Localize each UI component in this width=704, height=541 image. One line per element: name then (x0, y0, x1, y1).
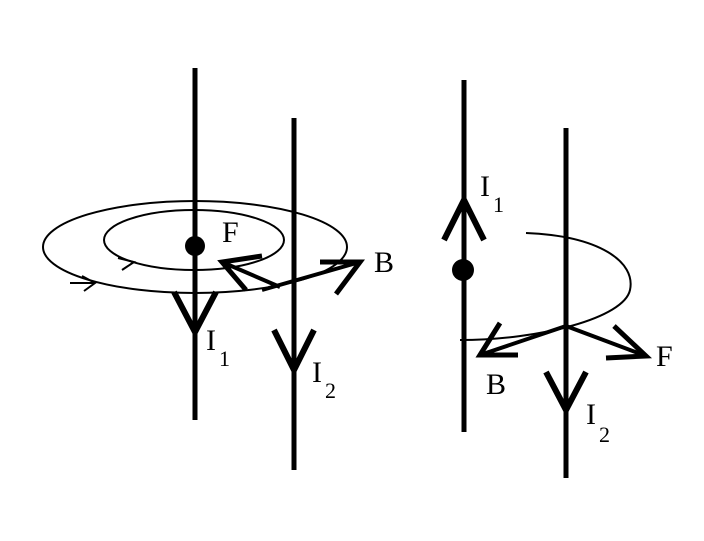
left-field-arrow (261, 259, 365, 296)
right-panel: I 1 B F I 2 (441, 80, 673, 478)
left-force-label: F (222, 216, 239, 249)
left-wire-2-current-subscript: 2 (325, 378, 336, 403)
left-panel: F B I 1 I 2 (42, 68, 394, 470)
left-wire-1-current-letter: I (206, 324, 216, 357)
right-field-arc (459, 232, 632, 341)
left-wire-2-current-arrow (271, 328, 317, 377)
left-loop-inner-arrowhead (117, 257, 137, 271)
left-loop-outer-arrowhead (70, 275, 97, 292)
right-wire-2-current-letter: I (586, 398, 596, 431)
right-wire-1-current-letter: I (480, 170, 490, 203)
right-test-point (452, 259, 474, 281)
right-wire-2-current-subscript: 2 (599, 422, 610, 447)
right-force-label: F (656, 340, 673, 373)
left-test-point (185, 236, 205, 256)
left-wire-1-current-arrow (171, 290, 219, 339)
right-field-label: B (486, 368, 506, 401)
right-field-arrow (475, 321, 567, 358)
right-wire-2-current-arrow (543, 370, 589, 417)
left-field-label: B (374, 246, 394, 279)
left-force-arrow (217, 253, 281, 292)
left-wire-1-current-subscript: 1 (219, 346, 230, 371)
right-wire-1-current-arrow (441, 193, 487, 242)
left-wire-2-current-letter: I (312, 356, 322, 389)
right-wire-1-current-subscript: 1 (493, 192, 504, 217)
right-force-arrow (565, 324, 653, 361)
